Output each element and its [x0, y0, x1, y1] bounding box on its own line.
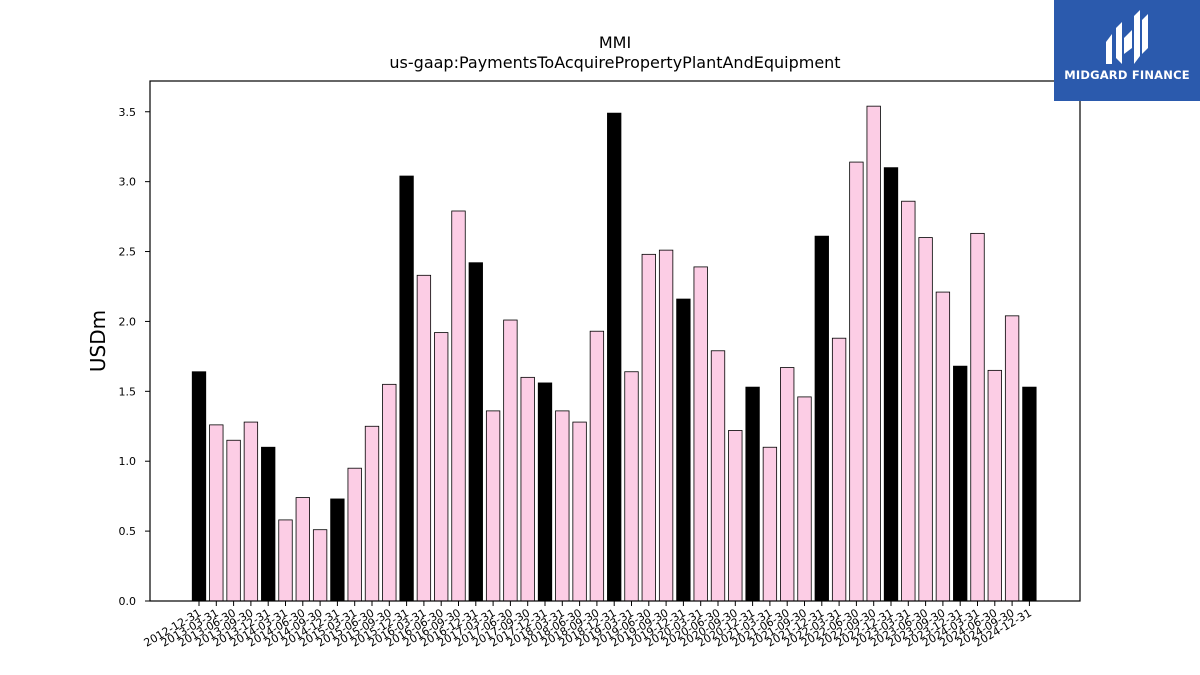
bar-2016-03-31	[416, 274, 432, 602]
bar-2015-12-31	[399, 175, 414, 602]
chart-title: MMI	[599, 33, 631, 52]
bar-2019-09-30	[658, 249, 674, 602]
midgard-finance-logo: MIDGARD FINANCE	[1054, 0, 1200, 101]
bar-2016-12-31	[468, 262, 483, 602]
bar-2013-06-30	[226, 439, 241, 602]
bar-2015-09-30	[382, 383, 397, 602]
bar-2022-09-30	[866, 105, 881, 602]
bar-2015-03-31	[347, 467, 362, 602]
bar-2018-03-31	[555, 410, 570, 602]
bar-2013-09-30	[243, 421, 259, 602]
bars-group	[191, 105, 1037, 602]
y-axis: 0.0 0.5 1.0 1.5 2.0 2.5 3.0 3.5	[119, 106, 150, 608]
y-tick-label: 3.0	[119, 176, 137, 189]
bar-2018-09-30	[589, 330, 605, 602]
bar-2017-06-30	[503, 319, 518, 602]
bar-2017-03-31	[485, 410, 501, 602]
bar-2024-12-31	[1022, 386, 1037, 602]
bar-2017-12-31	[537, 382, 553, 602]
y-tick-label: 0.0	[119, 595, 137, 608]
y-tick-label: 1.0	[119, 455, 137, 468]
bar-2022-06-30	[849, 161, 864, 602]
bar-2014-09-30	[312, 529, 328, 602]
bar-2022-03-31	[831, 337, 847, 602]
bar-2021-03-31	[762, 446, 778, 602]
logo-text: MIDGARD FINANCE	[1064, 68, 1190, 82]
bar-2020-12-31	[745, 386, 760, 602]
y-tick-label: 2.5	[119, 246, 137, 259]
y-tick-label: 0.5	[119, 525, 137, 538]
bar-2019-12-31	[676, 298, 691, 602]
chart-subtitle: us-gaap:PaymentsToAcquirePropertyPlantAn…	[389, 53, 840, 72]
bar-2024-06-30	[987, 369, 1002, 602]
bar-2024-09-30	[1004, 315, 1020, 602]
bar-2023-12-31	[953, 365, 968, 602]
y-tick-label: 3.5	[119, 106, 137, 119]
bar-2016-09-30	[451, 210, 466, 602]
bar-2023-06-30	[918, 237, 933, 602]
bar-2019-06-30	[641, 253, 656, 602]
plot-frame	[149, 80, 1081, 602]
bar-2013-12-31	[261, 446, 276, 602]
y-axis-label: USDm	[86, 310, 110, 372]
bar-2021-12-31	[814, 235, 829, 602]
bar-2014-12-31	[330, 498, 345, 602]
bar-2018-12-31	[607, 112, 622, 602]
bar-2023-09-30	[935, 291, 951, 602]
bar-2019-03-31	[624, 371, 639, 602]
bar-2021-06-30	[780, 367, 795, 602]
bar-2020-09-30	[728, 430, 743, 602]
bar-2018-06-30	[572, 421, 587, 602]
x-axis: 2012-12-312013-03-312013-06-302013-09-30…	[142, 601, 1034, 650]
bar-2020-03-31	[693, 266, 708, 602]
y-tick-label: 2.0	[119, 315, 137, 328]
bar-2020-06-30	[710, 350, 726, 602]
bar-2021-09-30	[797, 396, 812, 602]
bar-2014-03-31	[278, 519, 293, 602]
y-tick-label: 1.5	[119, 385, 137, 398]
bar-2022-12-31	[883, 167, 899, 602]
bar-2013-03-31	[209, 424, 224, 602]
bar-2016-06-30	[434, 332, 449, 602]
bar-2023-03-31	[901, 200, 916, 602]
bar-2024-03-31	[970, 232, 985, 602]
bar-2015-06-30	[364, 425, 380, 602]
bar-2017-09-30	[520, 376, 535, 602]
bar-2012-12-31	[191, 371, 207, 602]
bar-2014-06-30	[295, 497, 310, 602]
logo-icon	[1106, 10, 1148, 64]
